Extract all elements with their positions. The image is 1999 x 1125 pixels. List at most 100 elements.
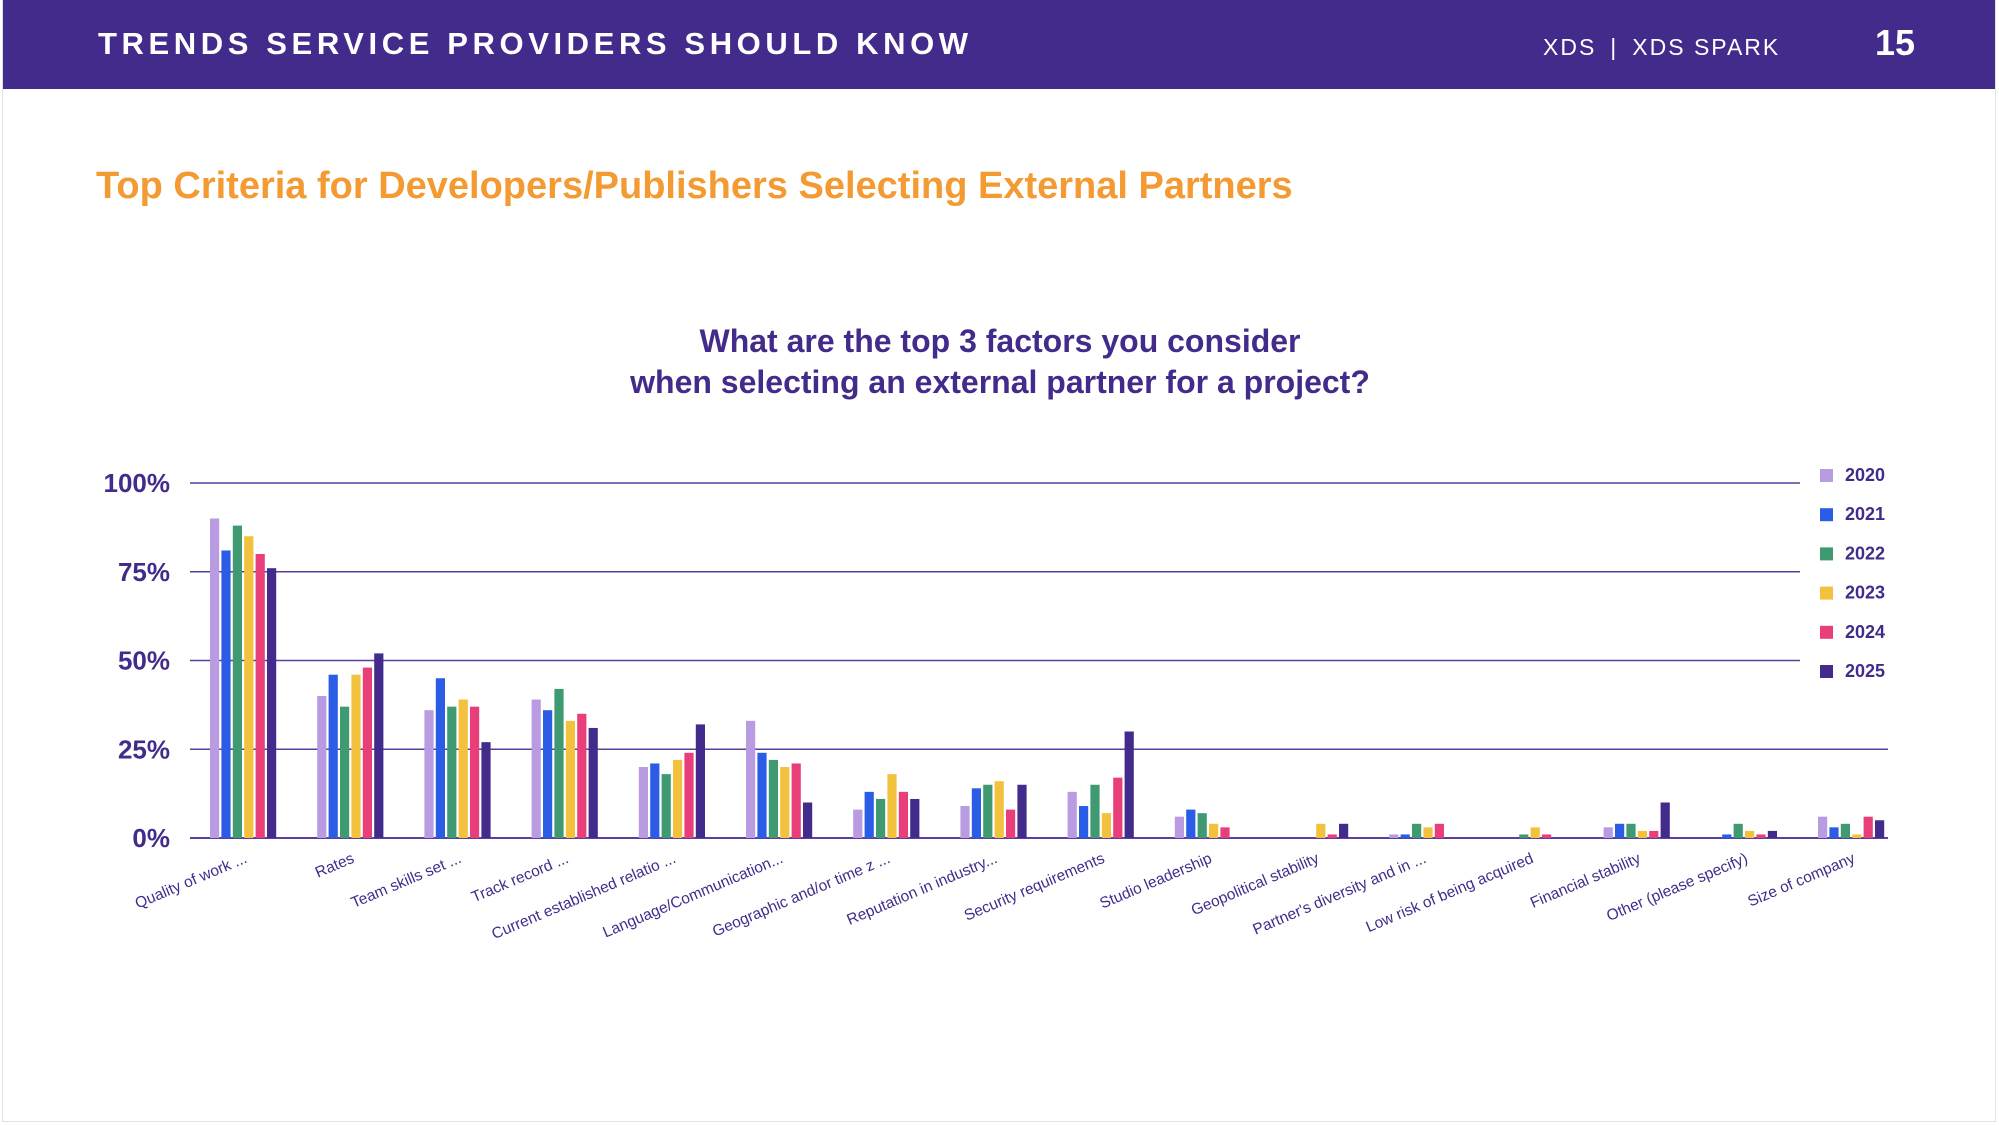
brand-xds-spark: XDS SPARK xyxy=(1632,34,1781,60)
bar xyxy=(650,763,660,838)
bar xyxy=(1767,830,1777,838)
bar xyxy=(531,699,541,838)
bar xyxy=(554,688,564,838)
bar xyxy=(328,674,338,838)
bar xyxy=(1863,816,1873,838)
bar xyxy=(424,710,434,838)
legend-swatch xyxy=(1820,625,1833,639)
legend-swatch xyxy=(1820,586,1833,600)
bar xyxy=(1756,834,1766,838)
brand-xds: XDS xyxy=(1543,34,1597,60)
bar xyxy=(1852,834,1862,838)
bar xyxy=(1423,827,1433,838)
bar xyxy=(1626,823,1636,838)
bar xyxy=(695,724,705,838)
bar xyxy=(1818,816,1828,838)
x-tick-label: Size of company xyxy=(1745,850,1857,911)
chart-title: What are the top 3 factors you consider … xyxy=(500,321,1500,403)
bar xyxy=(1400,834,1410,838)
bar xyxy=(447,706,457,838)
bar xyxy=(983,784,993,838)
bar xyxy=(1519,834,1529,838)
x-tick-label: Geographic and/or time z ... xyxy=(710,850,893,940)
x-tick-label: Quality of work ... xyxy=(133,850,250,912)
bar xyxy=(1186,809,1196,838)
x-tick-label: Current established relatio ... xyxy=(489,850,678,943)
bar xyxy=(1733,823,1743,838)
bar xyxy=(780,767,790,838)
bar xyxy=(1530,827,1540,838)
bar xyxy=(1209,823,1219,838)
bar xyxy=(1615,823,1625,838)
bar xyxy=(267,568,277,838)
bar xyxy=(317,696,327,838)
bar xyxy=(232,525,242,838)
bar xyxy=(1327,834,1337,838)
bar xyxy=(661,774,671,838)
y-tick-label: 0% xyxy=(132,823,170,853)
bar xyxy=(994,781,1004,838)
bar xyxy=(910,798,920,838)
bar xyxy=(1090,784,1100,838)
bar xyxy=(351,674,361,838)
y-tick-label: 100% xyxy=(104,468,171,498)
legend-label: 2022 xyxy=(1845,543,1885,563)
bar xyxy=(221,550,231,838)
y-tick-label: 50% xyxy=(118,646,170,676)
bar xyxy=(1079,806,1089,838)
bar xyxy=(898,791,908,838)
x-tick-label: Track record ... xyxy=(469,850,571,906)
chart-title-line-1: What are the top 3 factors you consider xyxy=(699,323,1301,359)
bar xyxy=(1875,820,1885,838)
legend-label: 2020 xyxy=(1845,465,1885,485)
bar xyxy=(1829,827,1839,838)
section-title: Top Criteria for Developers/Publishers S… xyxy=(96,165,1293,207)
y-tick-label: 25% xyxy=(118,734,170,764)
bar xyxy=(960,806,970,838)
bar xyxy=(1603,827,1613,838)
bar xyxy=(1101,813,1111,838)
x-tick-label: Rates xyxy=(313,850,357,882)
bar xyxy=(435,678,445,838)
bar xyxy=(757,752,767,838)
bar xyxy=(374,653,384,838)
bar xyxy=(565,720,575,838)
bar xyxy=(255,554,265,838)
bar xyxy=(340,706,350,838)
bar xyxy=(470,706,480,838)
bar xyxy=(853,809,863,838)
bar xyxy=(673,759,683,838)
bar xyxy=(876,798,886,838)
bar xyxy=(887,774,897,838)
bar xyxy=(1389,834,1399,838)
bar xyxy=(543,710,553,838)
x-tick-label: Language/Communication... xyxy=(600,850,785,941)
bar xyxy=(791,763,801,838)
bar xyxy=(1722,834,1732,838)
chart-title-line-2: when selecting an external partner for a… xyxy=(630,364,1370,400)
bar xyxy=(971,788,981,838)
bar xyxy=(1339,823,1349,838)
legend-label: 2025 xyxy=(1845,661,1885,681)
bar xyxy=(746,720,756,838)
bar xyxy=(1017,784,1027,838)
legend-label: 2021 xyxy=(1845,504,1885,524)
bar xyxy=(362,667,372,838)
page-number: 15 xyxy=(1875,22,1916,63)
bar xyxy=(210,518,220,838)
bar xyxy=(1124,731,1134,838)
legend-swatch xyxy=(1820,547,1833,561)
x-tick-label: Team skills set ... xyxy=(349,850,464,912)
bar xyxy=(458,699,468,838)
bar xyxy=(1660,802,1670,838)
bar xyxy=(1316,823,1326,838)
header-brand: XDS | XDS SPARK xyxy=(1543,34,1780,61)
bar xyxy=(481,742,491,838)
legend-swatch xyxy=(1820,665,1833,678)
bar xyxy=(638,767,648,838)
bar xyxy=(1220,827,1230,838)
bar xyxy=(1434,823,1444,838)
bar xyxy=(803,802,813,838)
